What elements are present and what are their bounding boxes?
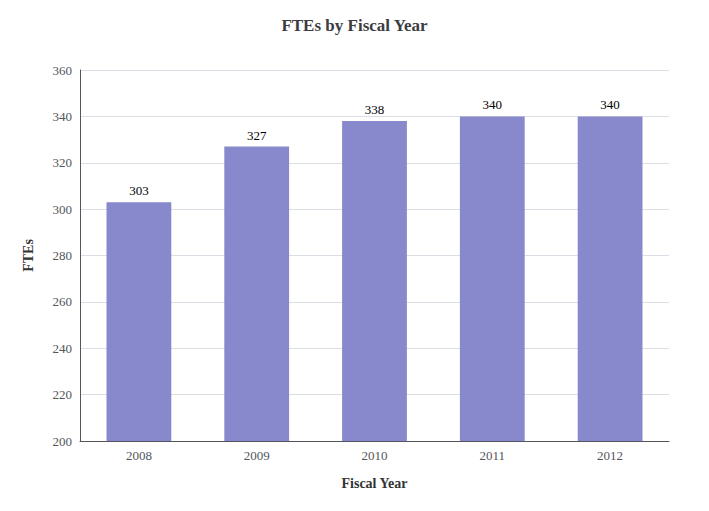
svg-text:327: 327 (247, 128, 267, 143)
svg-text:340: 340 (600, 97, 620, 112)
svg-text:2011: 2011 (480, 448, 506, 463)
svg-text:2010: 2010 (362, 448, 388, 463)
svg-text:340: 340 (483, 97, 503, 112)
svg-text:260: 260 (53, 294, 73, 309)
svg-text:FTEs by Fiscal Year: FTEs by Fiscal Year (281, 16, 428, 35)
svg-text:338: 338 (365, 102, 385, 117)
svg-text:2008: 2008 (126, 448, 152, 463)
svg-text:2009: 2009 (244, 448, 270, 463)
svg-text:340: 340 (53, 109, 73, 124)
svg-text:240: 240 (53, 341, 73, 356)
svg-text:Fiscal Year: Fiscal Year (342, 476, 408, 491)
svg-text:FTEs: FTEs (21, 239, 36, 272)
svg-text:280: 280 (53, 248, 73, 263)
svg-text:200: 200 (53, 434, 73, 449)
svg-text:320: 320 (53, 155, 73, 170)
svg-text:300: 300 (53, 202, 73, 217)
svg-text:220: 220 (53, 387, 73, 402)
svg-text:360: 360 (53, 63, 73, 78)
svg-text:2012: 2012 (597, 448, 623, 463)
svg-text:303: 303 (129, 183, 149, 198)
